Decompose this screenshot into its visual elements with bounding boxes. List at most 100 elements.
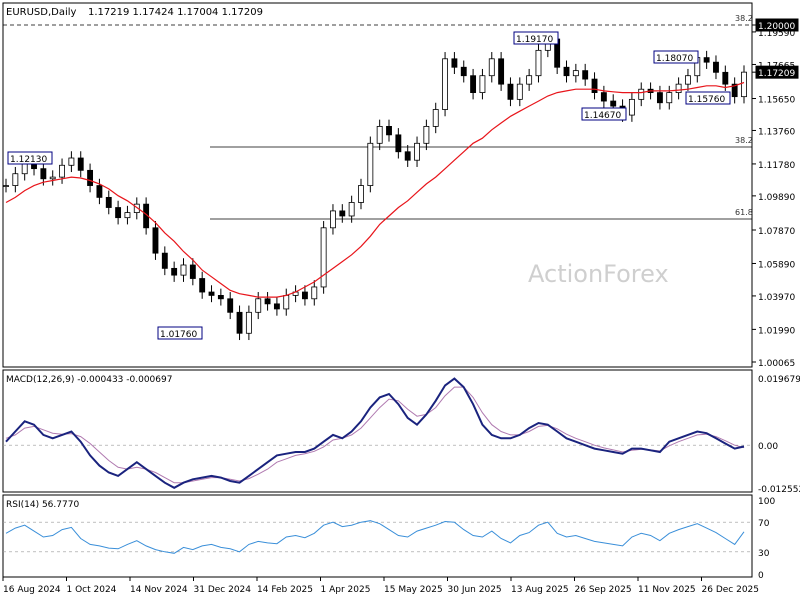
candle-body (666, 92, 673, 104)
x-tick-label: 26 Dec 2025 (702, 585, 760, 595)
candle-body (638, 88, 645, 100)
candle-body (12, 173, 19, 186)
x-tick-label: 1 Apr 2025 (321, 585, 371, 595)
callout-label: 1.15760 (688, 95, 725, 105)
candle-body (563, 66, 570, 77)
candle-body (507, 83, 514, 100)
candle-body (283, 295, 290, 310)
price-tick-label: 1.07870 (758, 227, 795, 237)
price-tick-label: 1.11780 (758, 161, 795, 171)
candle-body (21, 163, 28, 175)
price-tick-label: 1.03970 (758, 293, 795, 303)
candle-body (208, 291, 215, 296)
callout-label: 1.19170 (516, 35, 553, 45)
fib-level-label: 38.2 (735, 14, 753, 23)
x-tick-label: 16 Aug 2024 (3, 585, 61, 595)
x-tick-label: 1 Oct 2024 (67, 585, 117, 595)
candle-body (199, 278, 206, 293)
candle-body (227, 298, 234, 313)
price-tick-label: 1.20000 (758, 22, 795, 32)
price-panel (2, 2, 753, 368)
candle-body (133, 203, 140, 213)
candle-body (320, 227, 327, 288)
candle-body (171, 267, 178, 276)
candle-body (105, 196, 112, 208)
candle-body (115, 207, 122, 219)
fib-level-label: 61.8 (735, 208, 753, 217)
candle-body (685, 75, 691, 85)
x-tick-label: 14 Nov 2024 (130, 585, 188, 595)
callout-label: 1.12130 (10, 155, 47, 165)
callout-box (685, 91, 731, 105)
callout-box (581, 107, 627, 121)
callout-box (7, 151, 53, 165)
candle-body (498, 58, 505, 85)
price-tick-label: 1.17209 (758, 69, 795, 79)
fib-level-label: 38.2 (735, 136, 753, 145)
price-tick-label: 1.15650 (758, 96, 795, 106)
price-tick-label: 1.00065 (758, 359, 795, 369)
x-tick-label: 31 Dec 2024 (194, 585, 252, 595)
candle-body (731, 83, 738, 98)
rsi-tick-label: 100 (758, 497, 775, 507)
rsi-label: RSI(14) 56.7770 (6, 500, 79, 510)
rsi-line (5, 520, 745, 554)
price-tick-label: 1.09890 (758, 193, 795, 203)
candle-body (124, 212, 131, 219)
candle-body (273, 303, 280, 310)
candle-body (713, 61, 719, 73)
candle-body (301, 291, 308, 300)
callout-label: 1.14670 (584, 111, 621, 121)
candle-body (656, 92, 663, 104)
candle-body (460, 66, 467, 77)
x-tick-label: 14 Feb 2025 (257, 585, 313, 595)
rsi-panel (2, 494, 753, 578)
candle-body (189, 264, 196, 279)
candle-body (600, 92, 607, 102)
symbol-label: EURUSD,Daily (6, 7, 77, 18)
candle-body (68, 157, 75, 166)
candle-body (432, 109, 439, 127)
macd-line (5, 377, 745, 489)
candle-body (582, 70, 589, 80)
candle-body (358, 185, 364, 203)
price-level-box (755, 18, 799, 32)
candle-body (451, 58, 458, 68)
callout-label: 1.18070 (656, 54, 693, 64)
candle-body (404, 151, 411, 161)
candle-body (264, 298, 271, 305)
macd-label: MACD(12,26,9) -0.000433 -0.000697 (6, 375, 172, 385)
price-tick-label: 1.13760 (758, 127, 795, 137)
candle-body (675, 83, 682, 94)
price-tick-label: 1.05890 (758, 260, 795, 270)
candle-body (245, 311, 252, 334)
callout-label: 1.01760 (160, 330, 197, 340)
candle-body (741, 71, 747, 98)
price-tick-label: 1.01990 (758, 326, 795, 336)
candle-body (87, 169, 94, 186)
macd-tick-label: 0.00 (758, 442, 778, 452)
candle-body (386, 126, 392, 136)
candle-body (339, 210, 346, 217)
ohlc-label: 1.17219 1.17424 1.17004 1.17209 (88, 7, 263, 18)
rsi-tick-label: 0 (758, 571, 764, 581)
candle-body (414, 142, 420, 161)
callout-box (653, 50, 699, 64)
candle-body (535, 49, 542, 77)
candle-body (442, 58, 449, 110)
candle-body (77, 157, 84, 171)
candle-body (49, 176, 56, 180)
macd-tick-label: -0.012552 (758, 485, 800, 495)
candle-body (40, 168, 47, 180)
candle-body (348, 202, 355, 217)
candle-body (722, 71, 729, 85)
x-tick-label: 30 Jun 2025 (448, 585, 502, 595)
callout-box (513, 31, 559, 45)
callout-box (157, 326, 203, 340)
candle-body (488, 58, 495, 77)
x-tick-label: 26 Sep 2025 (575, 585, 632, 595)
candle-body (59, 164, 65, 178)
macd-tick-label: 0.019679 (758, 375, 800, 385)
candle-body (610, 100, 617, 107)
